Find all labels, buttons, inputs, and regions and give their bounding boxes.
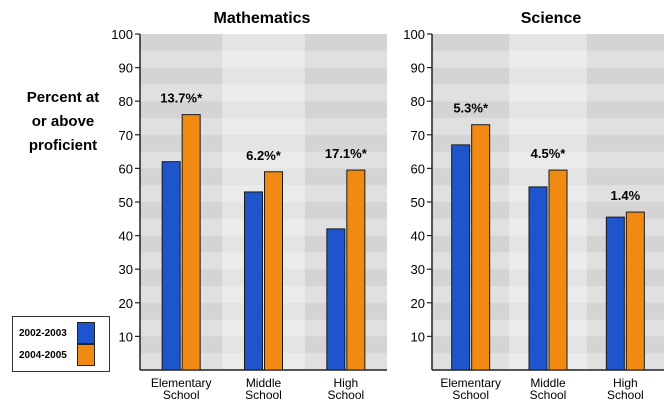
bar xyxy=(548,169,568,371)
y-tick-label: 10 xyxy=(411,329,425,344)
y-tick-label: 50 xyxy=(411,195,425,210)
gridline-stripe xyxy=(140,252,387,270)
bar xyxy=(181,114,201,371)
gridline-stripe xyxy=(140,185,387,202)
bar xyxy=(264,171,283,371)
plot-background-band xyxy=(432,34,510,370)
y-axis-label-line: or above xyxy=(31,113,95,130)
legend-swatch xyxy=(77,322,95,344)
annotation-label: 5.3%* xyxy=(453,101,489,116)
gridline-stripe xyxy=(140,50,387,68)
legend-item: 2004-2005 xyxy=(19,344,95,366)
y-axis-label: Percent at or above proficient xyxy=(6,86,120,158)
chart-title: Mathematics xyxy=(214,10,311,27)
y-tick-label: 70 xyxy=(411,128,425,143)
gridline-stripe xyxy=(140,118,387,135)
y-tick-label: 80 xyxy=(411,94,425,109)
legend: 2002-2003 2004-2005 xyxy=(12,316,110,372)
gridline-stripe xyxy=(432,118,664,135)
x-tick-label: School xyxy=(530,388,567,402)
gridline-stripe xyxy=(140,218,387,236)
gridline-stripe xyxy=(140,353,387,370)
plot-background-band xyxy=(304,34,387,370)
gridline-stripe xyxy=(432,50,664,68)
legend-label: 2004-2005 xyxy=(19,349,67,361)
y-tick-label: 100 xyxy=(403,27,425,42)
chart-title: Science xyxy=(521,10,582,27)
y-tick-label: 50 xyxy=(119,195,133,210)
annotation-label: 4.5%* xyxy=(531,146,567,161)
x-tick-label: Elementary xyxy=(440,376,501,390)
gridline-stripe xyxy=(432,34,664,51)
y-tick-label: 30 xyxy=(411,262,425,277)
x-tick-label: School xyxy=(245,388,282,402)
x-tick-label: High xyxy=(613,376,638,390)
y-tick-label: 80 xyxy=(119,94,133,109)
gridline-stripe xyxy=(140,319,387,337)
x-tick-label: Middle xyxy=(530,376,566,390)
annotation-label: 6.2%* xyxy=(246,148,282,163)
gridline-stripe xyxy=(140,84,387,102)
x-tick-label: Middle xyxy=(246,376,282,390)
bar xyxy=(326,228,346,371)
y-tick-label: 100 xyxy=(111,27,133,42)
chart-panel: 100 90 80 70 60 50 40 30 20 10 Mathematics 13.7%* El… xyxy=(111,10,387,402)
gridline-stripe xyxy=(432,68,664,85)
y-tick-label: 90 xyxy=(411,61,425,76)
plot-background-band xyxy=(222,34,305,370)
x-tick-label: School xyxy=(163,388,200,402)
annotation-label: 1.4% xyxy=(611,188,641,203)
y-tick-label: 20 xyxy=(411,296,425,311)
bar xyxy=(605,216,625,371)
chart-panel: 100 90 80 70 60 50 40 30 20 10 Science 5.3%* Element… xyxy=(403,10,664,402)
bar xyxy=(451,144,471,371)
bar xyxy=(528,186,548,371)
y-tick-label: 20 xyxy=(119,296,133,311)
bar xyxy=(346,169,366,371)
gridline-stripe xyxy=(432,84,664,102)
x-tick-label: Elementary xyxy=(151,376,212,390)
x-tick-label: School xyxy=(452,388,489,402)
y-tick-label: 30 xyxy=(119,262,133,277)
legend-item: 2002-2003 xyxy=(19,322,95,344)
bar xyxy=(625,211,645,371)
gridline-stripe xyxy=(140,68,387,85)
y-tick-label: 90 xyxy=(119,61,133,76)
annotation-label: 17.1%* xyxy=(325,146,368,161)
x-tick-label: High xyxy=(333,376,358,390)
y-tick-label: 70 xyxy=(119,128,133,143)
y-tick-label: 40 xyxy=(119,229,133,244)
bar xyxy=(161,161,181,371)
legend-label: 2002-2003 xyxy=(19,327,67,339)
legend-swatch xyxy=(77,344,95,366)
y-tick-label: 10 xyxy=(119,329,133,344)
y-tick-label: 40 xyxy=(411,229,425,244)
plot-background-band xyxy=(509,34,587,370)
annotation-label: 13.7%* xyxy=(160,91,203,106)
x-tick-label: School xyxy=(327,388,364,402)
bar xyxy=(244,191,263,371)
gridline-stripe xyxy=(140,34,387,51)
y-axis-label-line: Percent at xyxy=(26,89,100,106)
plot-background-band xyxy=(140,34,223,370)
gridline-stripe xyxy=(140,286,387,303)
plot-background-band xyxy=(586,34,664,370)
gridline-stripe xyxy=(140,151,387,169)
y-tick-label: 60 xyxy=(119,161,133,176)
bar xyxy=(471,124,491,371)
x-tick-label: School xyxy=(607,388,644,402)
y-axis-label-line: proficient xyxy=(28,137,98,154)
y-tick-label: 60 xyxy=(411,161,425,176)
